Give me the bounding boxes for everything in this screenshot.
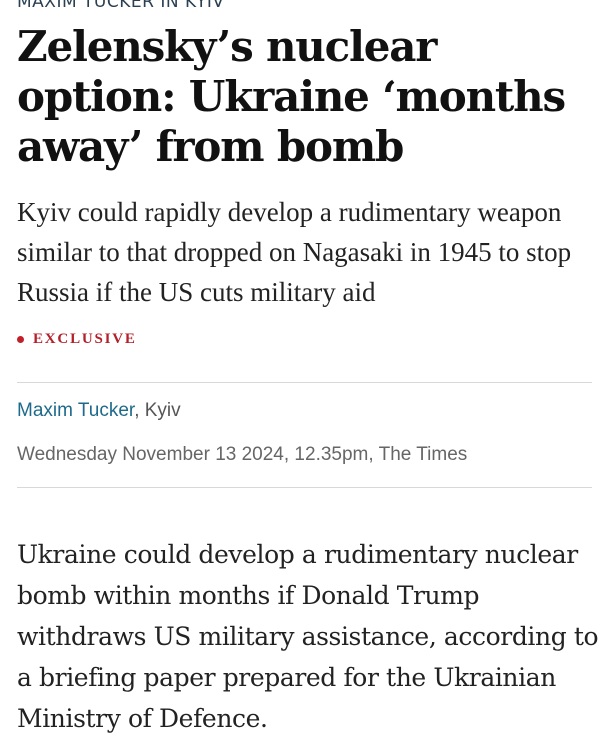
dateline: Wednesday November 13 2024, 12.35pm, The…: [17, 444, 468, 465]
headline: Zelensky’s nuclear option: Ukraine ‘mont…: [17, 22, 566, 171]
divider: [17, 382, 592, 383]
bullet-dot-icon: [17, 336, 24, 343]
exclusive-label: EXCLUSIVE: [33, 331, 137, 347]
standfirst: Kyiv could rapidly develop a rudimentary…: [17, 197, 572, 307]
byline-location: , Kyiv: [134, 400, 181, 421]
kicker: MAXIM TUCKER IN KYIV: [17, 0, 225, 12]
divider: [17, 487, 592, 488]
article-body-paragraph: Ukraine could develop a rudimentary nucl…: [17, 540, 599, 733]
author-link[interactable]: Maxim Tucker: [17, 400, 135, 421]
exclusive-badge: EXCLUSIVE: [17, 331, 137, 348]
byline: Maxim Tucker, Kyiv: [17, 400, 181, 422]
